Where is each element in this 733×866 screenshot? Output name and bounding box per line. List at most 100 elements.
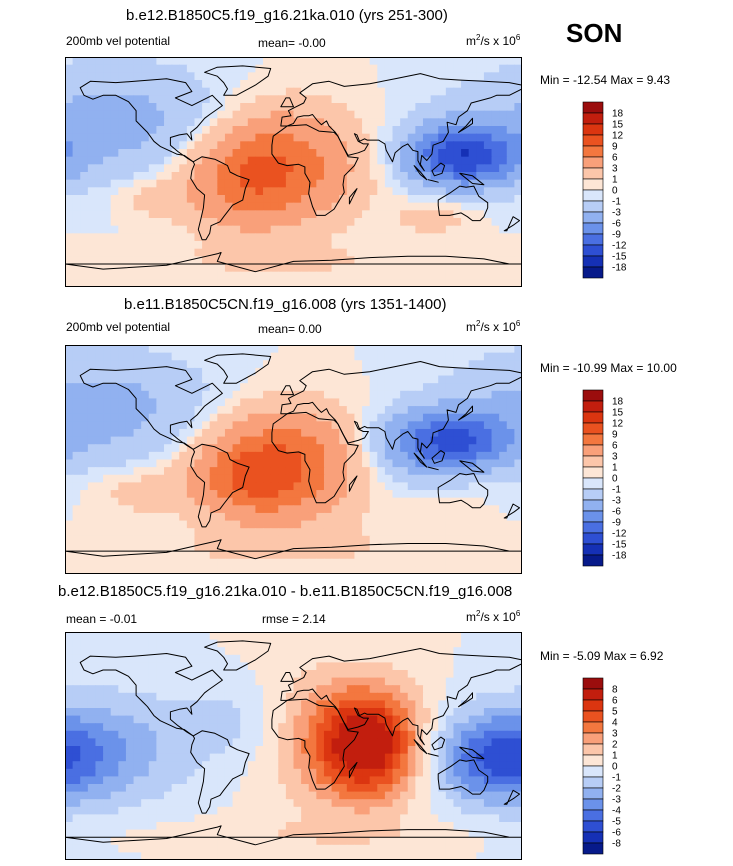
- field-cell: [232, 149, 241, 158]
- field-cell: [346, 723, 356, 732]
- field-cell: [316, 551, 325, 560]
- field-cell: [369, 497, 378, 506]
- field-cell: [506, 497, 515, 506]
- field-cell: [202, 271, 211, 280]
- field-cell: [118, 776, 127, 785]
- field-cell: [125, 141, 135, 150]
- field-cell: [217, 202, 226, 211]
- field-cell: [445, 428, 455, 438]
- field-cell: [301, 149, 310, 158]
- field-cell: [255, 647, 264, 656]
- field-cell: [331, 72, 340, 81]
- field-cell: [171, 360, 180, 369]
- field-cell: [323, 233, 333, 242]
- field-cell: [400, 738, 409, 747]
- field-cell: [164, 654, 173, 663]
- field-cell: [323, 126, 333, 135]
- field-cell: [377, 776, 386, 785]
- field-cell: [453, 179, 462, 188]
- field-cell: [438, 761, 447, 770]
- field-cell: [171, 482, 180, 491]
- field-cell: [141, 360, 150, 369]
- field-cell: [194, 451, 203, 461]
- field-cell: [476, 218, 485, 227]
- field-cell: [125, 490, 135, 499]
- panel1-left-label: 200mb vel potential: [66, 34, 171, 48]
- field-cell: [491, 264, 500, 273]
- field-cell: [407, 505, 416, 514]
- field-cell: [331, 57, 340, 66]
- field-cell: [156, 428, 165, 438]
- field-cell: [362, 528, 371, 537]
- field-cell: [323, 558, 333, 567]
- field-cell: [331, 482, 340, 491]
- field-cell: [392, 451, 401, 461]
- field-cell: [118, 662, 127, 671]
- field-cell: [103, 746, 112, 755]
- field-cell: [270, 179, 279, 188]
- field-cell: [308, 738, 317, 747]
- field-cell: [514, 210, 522, 219]
- field-cell: [179, 156, 188, 165]
- field-cell: [301, 512, 310, 522]
- field-cell: [362, 730, 371, 739]
- field-cell: [308, 195, 317, 204]
- field-cell: [255, 692, 264, 701]
- field-cell: [217, 730, 226, 739]
- field-cell: [148, 685, 157, 694]
- field-cell: [224, 490, 234, 499]
- field-cell: [87, 264, 97, 273]
- field-cell: [194, 685, 203, 694]
- field-cell: [339, 345, 348, 354]
- field-cell: [392, 768, 401, 777]
- field-cell: [171, 444, 180, 453]
- field-cell: [445, 467, 455, 476]
- field-cell: [339, 133, 348, 142]
- field-cell: [186, 551, 196, 560]
- field-cell: [514, 753, 522, 762]
- field-cell: [255, 345, 264, 354]
- field-cell: [118, 467, 127, 476]
- field-cell: [156, 256, 165, 265]
- field-cell: [118, 187, 127, 196]
- field-cell: [194, 528, 203, 537]
- field-cell: [362, 360, 371, 369]
- field-cell: [133, 482, 142, 491]
- field-cell: [514, 776, 522, 785]
- field-cell: [392, 225, 401, 234]
- field-cell: [346, 218, 356, 227]
- colorbar-swatch: [582, 411, 604, 424]
- field-cell: [141, 271, 150, 280]
- colorbar-swatch: [582, 200, 604, 213]
- field-cell: [323, 80, 333, 89]
- field-cell: [209, 784, 218, 793]
- field-cell: [156, 520, 165, 529]
- field-cell: [179, 248, 188, 257]
- field-cell: [453, 264, 462, 273]
- field-cell: [346, 700, 356, 709]
- field-cell: [453, 126, 462, 135]
- field-cell: [209, 225, 218, 234]
- field-cell: [133, 80, 142, 89]
- field-cell: [453, 248, 462, 257]
- field-cell: [422, 647, 432, 656]
- field-cell: [415, 566, 424, 574]
- field-cell: [148, 256, 157, 265]
- field-cell: [369, 558, 378, 567]
- field-cell: [103, 791, 112, 800]
- field-cell: [491, 126, 500, 135]
- field-cell: [331, 367, 340, 377]
- field-cell: [270, 551, 279, 560]
- field-cell: [369, 187, 378, 196]
- field-cell: [164, 126, 173, 135]
- field-cell: [293, 413, 302, 422]
- field-cell: [270, 421, 279, 430]
- field-cell: [400, 87, 409, 96]
- field-cell: [270, 654, 279, 663]
- field-cell: [133, 233, 142, 242]
- field-cell: [384, 467, 394, 476]
- field-cell: [400, 746, 409, 755]
- field-cell: [148, 421, 157, 430]
- field-cell: [103, 768, 112, 777]
- field-cell: [392, 444, 401, 453]
